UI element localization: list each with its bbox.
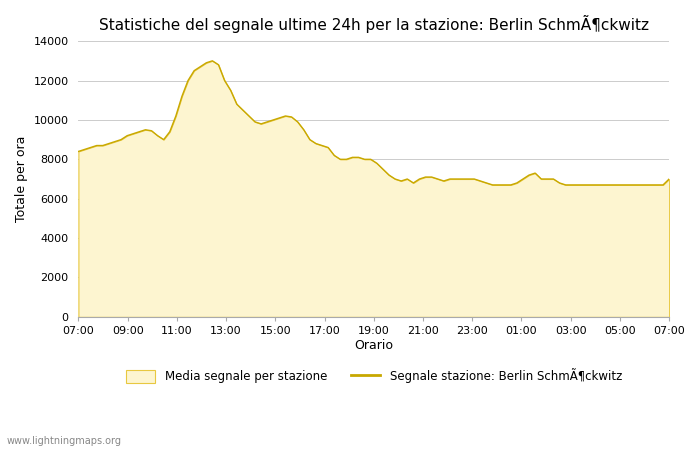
Text: www.lightningmaps.org: www.lightningmaps.org (7, 436, 122, 446)
Title: Statistiche del segnale ultime 24h per la stazione: Berlin SchmÃ¶ckwitz: Statistiche del segnale ultime 24h per l… (99, 15, 649, 33)
X-axis label: Orario: Orario (354, 339, 393, 352)
Y-axis label: Totale per ora: Totale per ora (15, 136, 28, 222)
Legend: Media segnale per stazione, Segnale stazione: Berlin SchmÃ¶ckwitz: Media segnale per stazione, Segnale staz… (121, 364, 626, 388)
